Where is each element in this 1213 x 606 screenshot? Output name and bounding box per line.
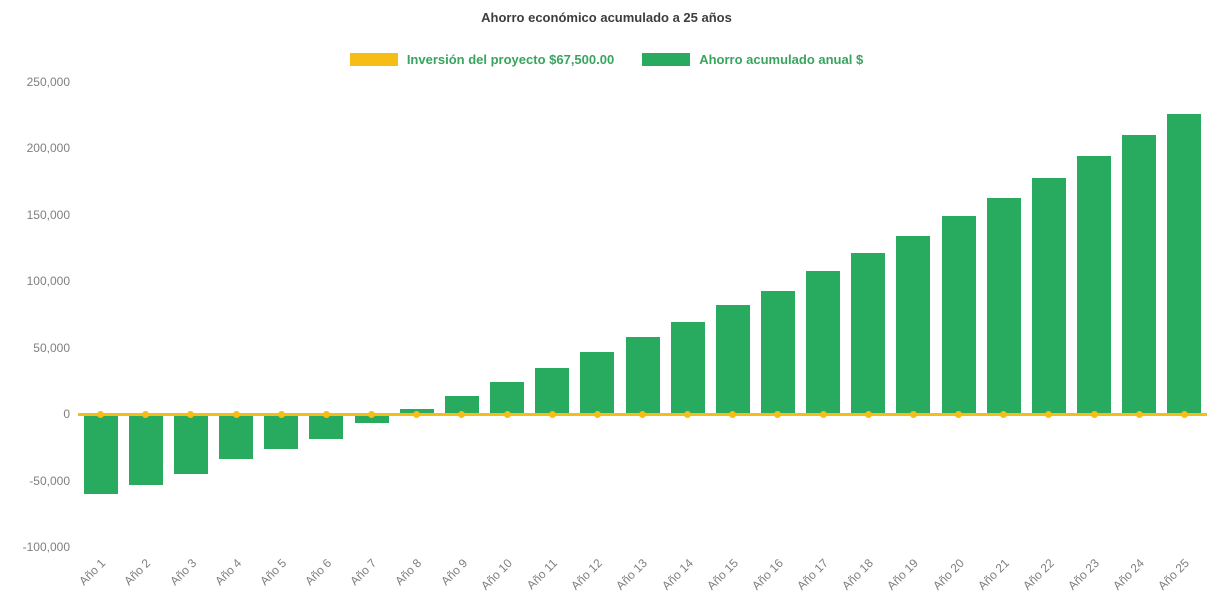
investment-line-point: [684, 410, 692, 418]
investment-color-swatch: [349, 53, 398, 66]
bar-año-10: [490, 382, 525, 415]
investment-line-point: [142, 410, 150, 418]
x-tick-label: Año 17: [794, 556, 832, 593]
x-tick-label: Año 25: [1155, 556, 1193, 593]
chart-title: Ahorro económico acumulado a 25 años: [481, 10, 732, 25]
x-tick-label: Año 7: [347, 556, 380, 589]
bar-año-9: [444, 395, 479, 415]
bar-año-5: [264, 414, 299, 449]
investment-line-point: [774, 410, 782, 418]
bar-año-2: [128, 414, 163, 485]
bar-año-17: [806, 270, 841, 415]
bar-año-25: [1167, 113, 1202, 415]
x-tick-label: Año 15: [703, 556, 741, 593]
legend-label-savings: Ahorro acumulado anual $: [699, 52, 864, 67]
x-tick-label: Año 12: [568, 556, 606, 593]
bar-año-23: [1077, 156, 1112, 415]
investment-line-point: [593, 410, 601, 418]
investment-line-point: [1000, 410, 1008, 418]
bar-año-13: [625, 337, 660, 415]
x-tick-label: Año 10: [478, 556, 515, 593]
x-tick-label: Año 6: [302, 556, 335, 589]
investment-line-point: [1045, 410, 1053, 418]
investment-line-point: [1135, 410, 1143, 418]
y-tick-label: 100,000: [26, 274, 70, 289]
x-tick-label: Año 16: [749, 556, 786, 593]
bar-año-16: [760, 290, 795, 415]
x-tick-label: Año 11: [523, 556, 561, 593]
x-tick-label: Año 3: [166, 556, 199, 589]
investment-line-point: [548, 410, 556, 418]
bar-año-4: [219, 414, 254, 460]
legend-item-savings[interactable]: Ahorro acumulado anual $: [642, 52, 863, 67]
y-tick-label: -50,000: [29, 473, 70, 488]
bar-año-15: [715, 305, 750, 415]
bar-año-21: [986, 197, 1021, 415]
y-tick-label: 0: [63, 407, 70, 422]
x-tick-label: Año 9: [437, 556, 470, 589]
investment-line-point: [277, 410, 285, 418]
y-tick-label: 250,000: [26, 75, 70, 89]
bar-año-11: [535, 367, 570, 415]
investment-line-point: [1180, 410, 1188, 418]
chart-legend: Inversión del proyecto $67,500.00 Ahorro…: [0, 52, 1213, 67]
bar-año-24: [1122, 135, 1157, 415]
investment-line-point: [322, 410, 330, 418]
bar-año-12: [580, 351, 615, 415]
investment-line-point: [232, 410, 240, 418]
x-tick-label: Año 23: [1065, 556, 1102, 593]
x-tick-label: Año 13: [613, 556, 651, 593]
investment-line-point: [955, 410, 963, 418]
legend-label-investment: Inversión del proyecto $67,500.00: [406, 52, 615, 67]
x-tick-label: Año 18: [839, 556, 877, 593]
bar-año-18: [851, 253, 886, 415]
bar-año-14: [670, 322, 705, 415]
y-tick-label: 50,000: [33, 340, 70, 355]
x-tick-label: Año 21: [974, 556, 1012, 593]
investment-line-point: [639, 410, 646, 418]
investment-line-point: [1090, 410, 1098, 418]
x-tick-label: Año 14: [658, 556, 696, 593]
x-tick-label: Año 19: [884, 556, 922, 593]
investment-line-point: [97, 410, 105, 418]
bar-año-1: [83, 414, 118, 494]
bar-año-20: [941, 216, 976, 415]
investment-line-point: [729, 410, 737, 418]
x-tick-label: Año 22: [1020, 556, 1057, 593]
bar-año-3: [173, 414, 208, 474]
investment-line-point: [819, 410, 827, 418]
investment-line-point: [187, 410, 195, 418]
x-tick-label: Año 5: [257, 556, 290, 589]
investment-line-point: [864, 410, 872, 418]
x-tick-label: Año 1: [76, 556, 109, 589]
x-tick-label: Año 24: [1110, 556, 1148, 593]
bar-año-19: [896, 236, 931, 415]
y-tick-label: -100,000: [22, 540, 70, 554]
x-tick-label: Año 20: [929, 556, 967, 593]
investment-line-point: [413, 410, 421, 418]
legend-item-investment[interactable]: Inversión del proyecto $67,500.00: [349, 52, 615, 67]
investment-line-point: [368, 410, 376, 418]
savings-color-swatch: [642, 53, 691, 66]
bar-año-22: [1031, 177, 1066, 415]
bar-año-7: [354, 414, 389, 424]
investment-line-point: [458, 410, 466, 418]
investment-line-point: [909, 410, 917, 418]
x-tick-label: Año 2: [121, 556, 154, 589]
y-tick-label: 200,000: [26, 141, 70, 156]
investment-line-point: [503, 410, 511, 418]
y-tick-label: 150,000: [26, 207, 70, 222]
bar-año-6: [309, 414, 344, 440]
x-tick-label: Año 8: [392, 556, 425, 589]
x-tick-label: Año 4: [211, 556, 244, 589]
